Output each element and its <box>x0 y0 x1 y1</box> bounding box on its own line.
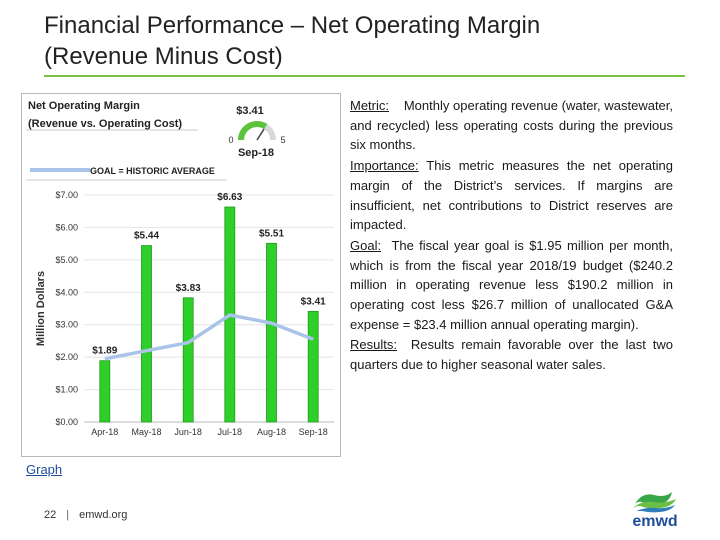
goal-text: The fiscal year goal is $1.95 million pe… <box>350 237 673 332</box>
bar-Sep-18 <box>307 310 319 423</box>
goal-line <box>104 313 314 361</box>
legend-goal-label: GOAL = HISTORIC AVERAGE <box>90 166 215 176</box>
title-line-1: Financial Performance – Net Operating Ma… <box>44 12 541 39</box>
net-operating-margin-chart: Net Operating Margin (Revenue vs. Operati… <box>26 100 334 437</box>
x-tick-label: Jul-18 <box>218 427 243 437</box>
y-tick-label: $0.00 <box>55 417 78 427</box>
y-tick-label: $7.00 <box>55 190 78 200</box>
data-label: $3.83 <box>176 283 201 294</box>
bar-Jun-18 <box>182 297 194 423</box>
y-tick-label: $5.00 <box>55 255 78 265</box>
bar-May-18 <box>141 245 152 423</box>
gauge-max: 5 <box>280 135 285 145</box>
y-tick-label: $6.00 <box>55 222 78 232</box>
metric-text: Monthly operating revenue (water, wastew… <box>350 98 674 153</box>
metric-label: Metric: <box>350 98 389 113</box>
gauge-value: $3.41 <box>236 105 264 117</box>
bar-Aug-18 <box>266 242 277 423</box>
y-tick-label: $3.00 <box>55 320 78 330</box>
graph-link[interactable]: Graph <box>26 462 63 477</box>
emwd-logo: emwd <box>632 492 678 530</box>
metric-paragraph: Metric: Monthly operating revenue (water… <box>350 96 673 155</box>
title-line-2: (Revenue Minus Cost) <box>44 43 283 70</box>
bar-Apr-18 <box>99 360 111 423</box>
gauge-period: Sep-18 <box>238 147 274 159</box>
results-text: Results remain favorable over the last t… <box>350 337 673 373</box>
data-label: $5.44 <box>134 231 159 242</box>
gauge-min: 0 <box>228 135 233 145</box>
data-label: $1.89 <box>92 346 117 357</box>
y-tick-label: $2.00 <box>55 352 78 362</box>
data-label: $6.63 <box>217 192 242 203</box>
data-label: $3.41 <box>301 296 326 307</box>
x-tick-label: Aug-18 <box>257 427 286 437</box>
x-tick-label: Jun-18 <box>174 427 202 437</box>
y-axis-label: Million Dollars <box>35 271 47 346</box>
footer-site[interactable]: emwd.org <box>79 509 128 521</box>
x-tick-label: Apr-18 <box>91 427 118 437</box>
x-tick-label: May-18 <box>131 427 161 437</box>
y-tick-label: $4.00 <box>55 287 78 297</box>
description-text: Metric: Monthly operating revenue (water… <box>350 96 673 376</box>
data-label: $5.51 <box>259 228 284 239</box>
chart-title: Net Operating Margin <box>28 100 140 112</box>
results-label: Results: <box>350 337 397 353</box>
chart-subtitle: (Revenue vs. Operating Cost) <box>28 118 182 130</box>
footer-separator: | <box>66 509 70 521</box>
y-tick-label: $1.00 <box>55 385 78 395</box>
gauge-needle <box>256 128 265 141</box>
x-tick-label: Sep-18 <box>299 427 328 437</box>
logo-wave-2 <box>633 499 676 509</box>
page-number: 22 <box>44 509 57 521</box>
logo-wave-1 <box>635 492 672 505</box>
footer: 22 | emwd.org <box>44 509 127 521</box>
logo-wave-3 <box>636 505 675 513</box>
importance-text: This metric measures the net operating m… <box>350 158 673 233</box>
importance-label: Importance: <box>350 158 419 174</box>
chart-panel: Net Operating Margin (Revenue vs. Operati… <box>21 93 341 457</box>
results-paragraph: Results: Results remain favorable over t… <box>350 335 673 374</box>
importance-paragraph: Importance: This metric measures the net… <box>350 156 673 235</box>
logo-text: emwd <box>632 513 677 530</box>
gauge-fill <box>238 121 268 141</box>
goal-label: Goal: <box>350 237 382 253</box>
goal-paragraph: Goal: The fiscal year goal is $1.95 mill… <box>350 236 673 335</box>
slide-title: Financial Performance – Net Operating Ma… <box>44 10 684 72</box>
title-divider <box>44 75 685 77</box>
